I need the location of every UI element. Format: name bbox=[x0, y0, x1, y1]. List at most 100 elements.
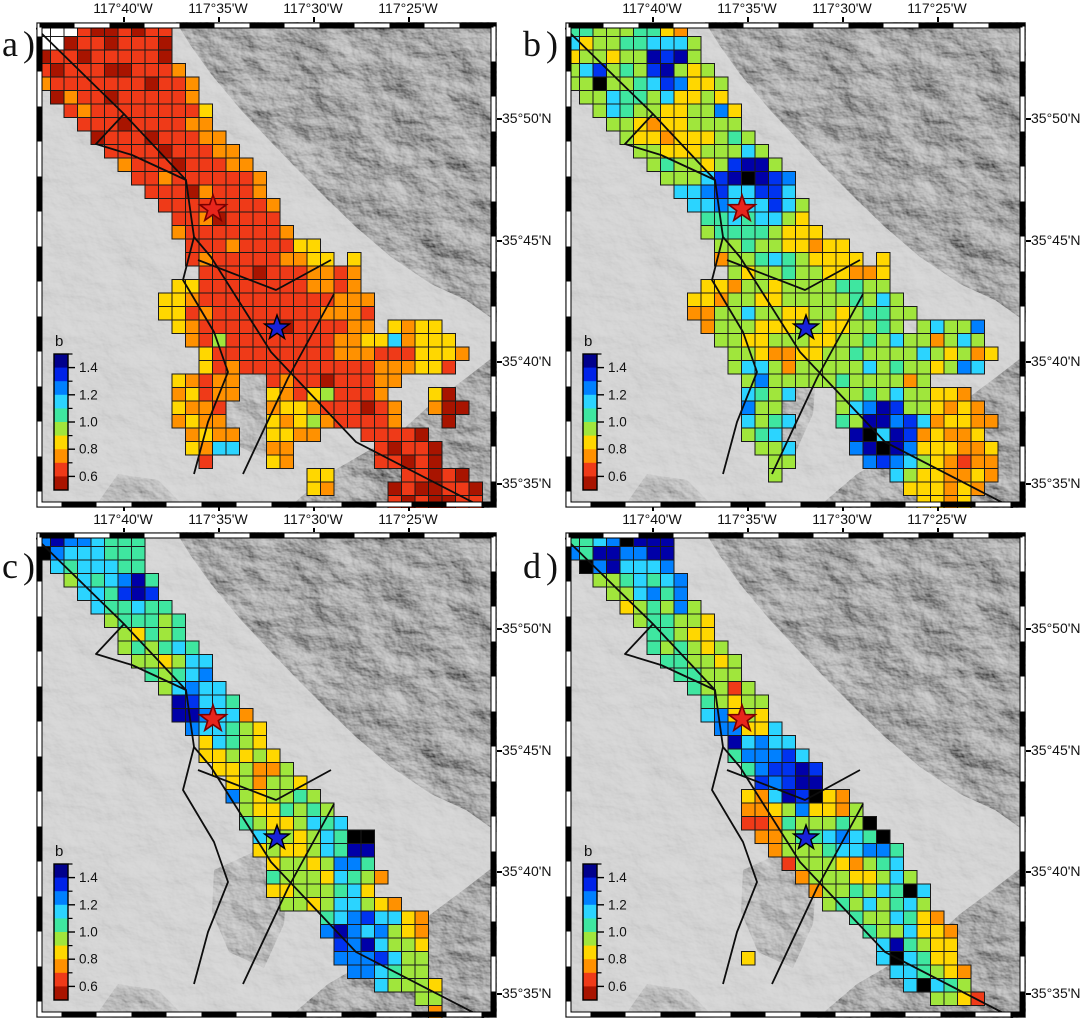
grid-cell bbox=[306, 306, 321, 321]
grid-cell bbox=[943, 481, 958, 496]
grid-cell bbox=[781, 252, 796, 267]
grid-cell bbox=[768, 843, 783, 858]
lon-tick-mark bbox=[747, 528, 749, 532]
grid-cell bbox=[171, 319, 186, 334]
lat-tick-mark bbox=[1026, 871, 1031, 873]
grid-cell bbox=[441, 346, 456, 361]
grid-cell bbox=[862, 400, 877, 415]
grid-cell bbox=[117, 76, 132, 91]
grid-cell bbox=[970, 319, 985, 334]
grid-cell bbox=[619, 49, 634, 64]
grid-cell bbox=[266, 211, 281, 226]
grid-cell bbox=[930, 319, 945, 334]
colorbar-tick-label: 1.2 bbox=[608, 897, 627, 912]
fault-trace bbox=[197, 769, 332, 801]
grid-cell bbox=[171, 414, 186, 429]
grid-cell bbox=[185, 171, 200, 186]
grid-cell bbox=[862, 333, 877, 348]
grid-cell bbox=[293, 843, 308, 858]
grid-cell bbox=[808, 238, 823, 253]
colorbar-tick-label: 1.0 bbox=[79, 415, 98, 430]
grid-cell bbox=[768, 198, 783, 213]
grid-cell bbox=[441, 481, 456, 496]
grid-cell bbox=[957, 319, 972, 334]
grid-cell bbox=[876, 870, 891, 885]
grid-cell bbox=[158, 76, 173, 91]
grid-cell bbox=[930, 481, 945, 496]
grid-cell bbox=[727, 735, 742, 750]
grid-cell bbox=[171, 184, 186, 199]
grid-cell bbox=[916, 910, 931, 925]
grid-cell bbox=[822, 856, 837, 871]
grid-cell bbox=[117, 586, 132, 601]
grid-cell bbox=[862, 897, 877, 912]
grid-cell bbox=[727, 667, 742, 682]
grid-cell bbox=[808, 816, 823, 831]
grid-cell bbox=[754, 414, 769, 429]
grid-cell bbox=[252, 238, 267, 253]
grid-cell bbox=[279, 427, 294, 442]
grid-cell bbox=[374, 333, 389, 348]
grid-cell bbox=[714, 319, 729, 334]
lon-tick-mark bbox=[123, 507, 125, 511]
grid-cell bbox=[795, 211, 810, 226]
grid-cell bbox=[849, 333, 864, 348]
colorbar-band bbox=[583, 959, 597, 974]
grid-cell bbox=[225, 225, 240, 240]
grid-cell bbox=[171, 117, 186, 132]
grid-cell bbox=[727, 265, 742, 280]
grid-cell bbox=[117, 640, 132, 655]
grid-cell bbox=[279, 454, 294, 469]
grid-cell bbox=[835, 373, 850, 388]
lon-tick-mark bbox=[842, 17, 844, 22]
grid-cell bbox=[903, 937, 918, 952]
grid-cell bbox=[158, 654, 173, 669]
grid-cell bbox=[754, 387, 769, 402]
grid-cell bbox=[714, 667, 729, 682]
grid-cell bbox=[441, 414, 456, 429]
lon-tick-mark bbox=[408, 507, 410, 511]
grid-cell bbox=[131, 600, 146, 615]
grid-cell bbox=[333, 897, 348, 912]
grid-cell bbox=[781, 184, 796, 199]
grid-cell bbox=[889, 414, 904, 429]
grid-cell bbox=[158, 292, 173, 307]
grid-cell bbox=[700, 613, 715, 628]
grid-cell bbox=[768, 387, 783, 402]
grid-cell bbox=[781, 775, 796, 790]
grid-cell bbox=[306, 481, 321, 496]
grid-cell bbox=[660, 613, 675, 628]
fault-trace bbox=[182, 746, 229, 985]
colorbar-tick-label: 1.2 bbox=[608, 387, 627, 402]
grid-cell bbox=[63, 90, 78, 105]
grid-cell bbox=[212, 694, 227, 709]
grid-cell bbox=[768, 346, 783, 361]
grid-cell bbox=[700, 292, 715, 307]
grid-cell bbox=[131, 49, 146, 64]
grid-cell bbox=[185, 130, 200, 145]
colorbar-band bbox=[583, 918, 597, 933]
epicenter-markers bbox=[726, 192, 821, 341]
grid-cell bbox=[90, 103, 105, 118]
bvalue-grid-b bbox=[565, 22, 999, 508]
grid-cell bbox=[225, 157, 240, 172]
grid-cell bbox=[700, 117, 715, 132]
grid-cell bbox=[876, 252, 891, 267]
grid-cell bbox=[360, 427, 375, 442]
grid-cell bbox=[185, 144, 200, 159]
grid-cell bbox=[117, 63, 132, 78]
grid-cell bbox=[360, 897, 375, 912]
grid-cell bbox=[212, 238, 227, 253]
lat-tick-label: 35°45'N bbox=[1031, 742, 1080, 758]
lon-tick-mark bbox=[408, 528, 410, 532]
grid-cell bbox=[768, 238, 783, 253]
grid-cell bbox=[822, 816, 837, 831]
grid-cell bbox=[903, 387, 918, 402]
grid-cell bbox=[279, 775, 294, 790]
grid-cell bbox=[347, 414, 362, 429]
grid-cell bbox=[333, 360, 348, 375]
grid-cell bbox=[158, 103, 173, 118]
grid-cell bbox=[185, 319, 200, 334]
colorbar-band bbox=[583, 449, 597, 464]
